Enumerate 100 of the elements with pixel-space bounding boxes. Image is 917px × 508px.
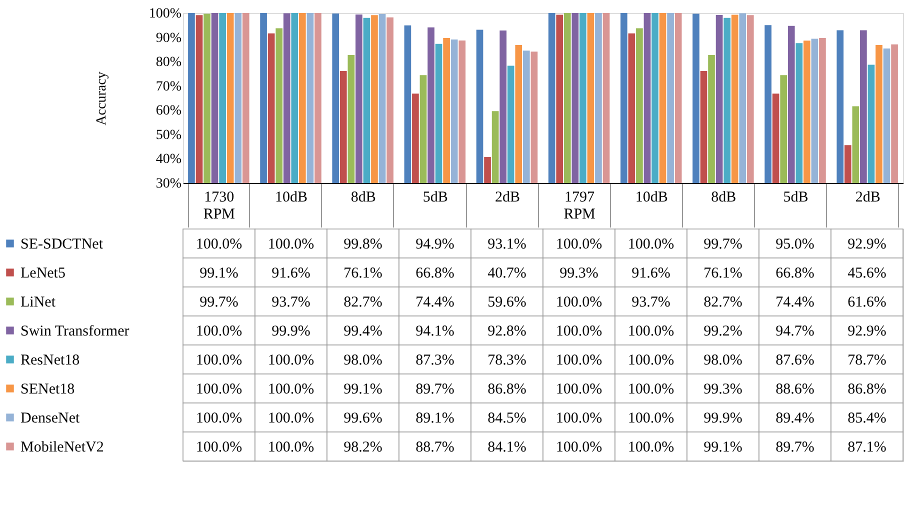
data-label: 74.4% xyxy=(416,294,454,310)
data-label: 91.6% xyxy=(272,266,310,282)
data-label: 100.0% xyxy=(556,294,602,310)
data-label: 76.1% xyxy=(344,266,382,282)
data-label: 100.0% xyxy=(196,324,242,340)
data-label: 99.3% xyxy=(560,266,598,282)
data-label: 84.1% xyxy=(488,440,526,456)
data-label: 100.0% xyxy=(556,352,602,368)
data-label: 94.1% xyxy=(416,324,454,340)
data-label: 93.7% xyxy=(632,294,670,310)
x-tick-label: 5dB xyxy=(783,190,808,206)
data-label: 100.0% xyxy=(628,324,674,340)
x-tick-label: 8dB xyxy=(711,190,736,206)
data-label: 82.7% xyxy=(344,294,382,310)
data-label: 93.7% xyxy=(272,294,310,310)
legend-label: LiNet xyxy=(20,294,56,310)
data-label: 100.0% xyxy=(196,382,242,398)
data-label: 92.9% xyxy=(848,236,886,252)
data-label: 59.6% xyxy=(488,294,526,310)
data-label: 82.7% xyxy=(704,294,742,310)
data-label: 100.0% xyxy=(628,410,674,426)
data-label: 78.3% xyxy=(488,352,526,368)
data-label: 87.1% xyxy=(848,440,886,456)
data-label: 40.7% xyxy=(488,266,526,282)
y-tick-label: 80% xyxy=(156,55,182,70)
y-tick-label: 60% xyxy=(156,104,182,119)
data-label: 99.1% xyxy=(200,266,238,282)
legend-label: Swin Transformer xyxy=(20,324,130,340)
data-label: 98.2% xyxy=(344,440,382,456)
data-label: 100.0% xyxy=(268,236,314,252)
data-label: 94.9% xyxy=(416,236,454,252)
data-label: 99.7% xyxy=(200,294,238,310)
data-label: 100.0% xyxy=(268,410,314,426)
x-tick-label: 2dB xyxy=(855,190,880,206)
data-label: 76.1% xyxy=(704,266,742,282)
data-label: 100.0% xyxy=(628,440,674,456)
y-tick-label: 90% xyxy=(156,30,182,46)
data-label: 85.4% xyxy=(848,410,886,426)
data-label: 66.8% xyxy=(416,266,454,282)
data-label: 95.0% xyxy=(776,236,814,252)
x-tick-label: 5dB xyxy=(422,190,448,206)
data-label: 100.0% xyxy=(268,352,314,368)
data-label: 99.3% xyxy=(704,382,742,398)
data-label: 100.0% xyxy=(556,382,602,398)
y-tick-label: 70% xyxy=(156,79,182,94)
x-tick-label: 1730 RPM xyxy=(203,190,236,222)
data-label: 84.5% xyxy=(488,410,526,426)
data-label: 100.0% xyxy=(556,324,602,340)
data-label: 89.1% xyxy=(416,410,454,426)
data-label: 87.3% xyxy=(416,352,454,368)
data-label: 86.8% xyxy=(848,382,886,398)
data-label: 99.9% xyxy=(272,324,310,340)
data-label: 88.6% xyxy=(776,382,814,398)
data-label: 99.7% xyxy=(704,236,742,252)
data-label: 89.7% xyxy=(776,440,814,456)
legend-label: SE-SDCTNet xyxy=(20,236,104,252)
data-label: 87.6% xyxy=(776,352,814,368)
data-label: 100.0% xyxy=(628,236,674,252)
data-label: 98.0% xyxy=(344,352,382,368)
data-label: 100.0% xyxy=(628,382,674,398)
data-label: 100.0% xyxy=(196,236,242,252)
data-label: 89.4% xyxy=(776,410,814,426)
y-tick-label: 100% xyxy=(148,6,182,22)
data-label: 99.8% xyxy=(344,236,382,252)
x-tick-label: 10dB xyxy=(635,190,668,206)
x-tick-label: 1797 RPM xyxy=(564,190,596,222)
y-tick-label: 50% xyxy=(156,128,182,143)
data-label: 99.2% xyxy=(704,324,742,340)
x-tick-label: 2dB xyxy=(494,190,520,206)
data-label: 99.4% xyxy=(344,324,382,340)
data-label: 93.1% xyxy=(488,236,526,252)
data-label: 78.7% xyxy=(848,352,886,368)
data-label: 100.0% xyxy=(196,352,242,368)
legend-label: LeNet5 xyxy=(20,266,66,282)
data-label: 94.7% xyxy=(776,324,814,340)
data-label: 88.7% xyxy=(416,440,454,456)
data-label: 99.1% xyxy=(344,382,382,398)
data-label: 100.0% xyxy=(556,236,602,252)
data-label: 99.1% xyxy=(704,440,742,456)
data-label: 98.0% xyxy=(704,352,742,368)
data-label: 99.6% xyxy=(344,410,382,426)
data-label: 100.0% xyxy=(268,382,314,398)
data-label: 66.8% xyxy=(776,266,814,282)
data-label: 92.9% xyxy=(848,324,886,340)
data-label: 99.9% xyxy=(704,410,742,426)
data-label: 100.0% xyxy=(196,440,242,456)
x-tick-label: 8dB xyxy=(350,190,376,206)
y-tick-label: 30% xyxy=(156,176,182,192)
legend-label: ResNet18 xyxy=(20,352,80,368)
data-label: 92.8% xyxy=(488,324,526,340)
data-label: 91.6% xyxy=(632,266,670,282)
data-label: 61.6% xyxy=(848,294,886,310)
data-label: 100.0% xyxy=(556,440,602,456)
data-label: 100.0% xyxy=(556,410,602,426)
data-label: 89.7% xyxy=(416,382,454,398)
data-label: 100.0% xyxy=(196,410,242,426)
data-label: 100.0% xyxy=(628,352,674,368)
data-label: 86.8% xyxy=(488,382,526,398)
data-label: 74.4% xyxy=(776,294,814,310)
y-axis-title: Accuracy xyxy=(94,72,110,126)
